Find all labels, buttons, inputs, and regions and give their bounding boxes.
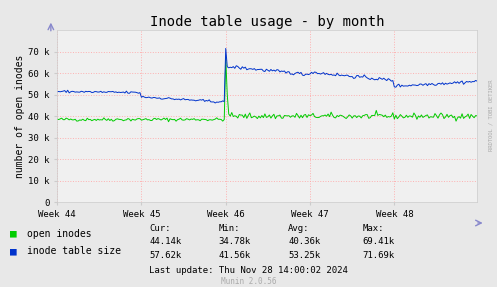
Text: Avg:: Avg:: [288, 224, 310, 233]
Text: ■: ■: [10, 246, 17, 256]
Y-axis label: number of open inodes: number of open inodes: [15, 55, 25, 178]
Text: Last update: Thu Nov 28 14:00:02 2024: Last update: Thu Nov 28 14:00:02 2024: [149, 266, 348, 275]
Text: Max:: Max:: [363, 224, 384, 233]
Text: 71.69k: 71.69k: [363, 251, 395, 260]
Text: 53.25k: 53.25k: [288, 251, 321, 260]
Text: 40.36k: 40.36k: [288, 236, 321, 246]
Text: ■: ■: [10, 229, 17, 239]
Text: inode table size: inode table size: [27, 246, 121, 256]
Text: 57.62k: 57.62k: [149, 251, 181, 260]
Text: 41.56k: 41.56k: [219, 251, 251, 260]
Text: Min:: Min:: [219, 224, 240, 233]
Text: Munin 2.0.56: Munin 2.0.56: [221, 277, 276, 286]
Text: Cur:: Cur:: [149, 224, 170, 233]
Text: open inodes: open inodes: [27, 229, 92, 239]
Text: RRDTOOL / TOBI OETIKER: RRDTOOL / TOBI OETIKER: [489, 79, 494, 151]
Text: 69.41k: 69.41k: [363, 236, 395, 246]
Text: 44.14k: 44.14k: [149, 236, 181, 246]
Title: Inode table usage - by month: Inode table usage - by month: [150, 15, 384, 29]
Text: 34.78k: 34.78k: [219, 236, 251, 246]
